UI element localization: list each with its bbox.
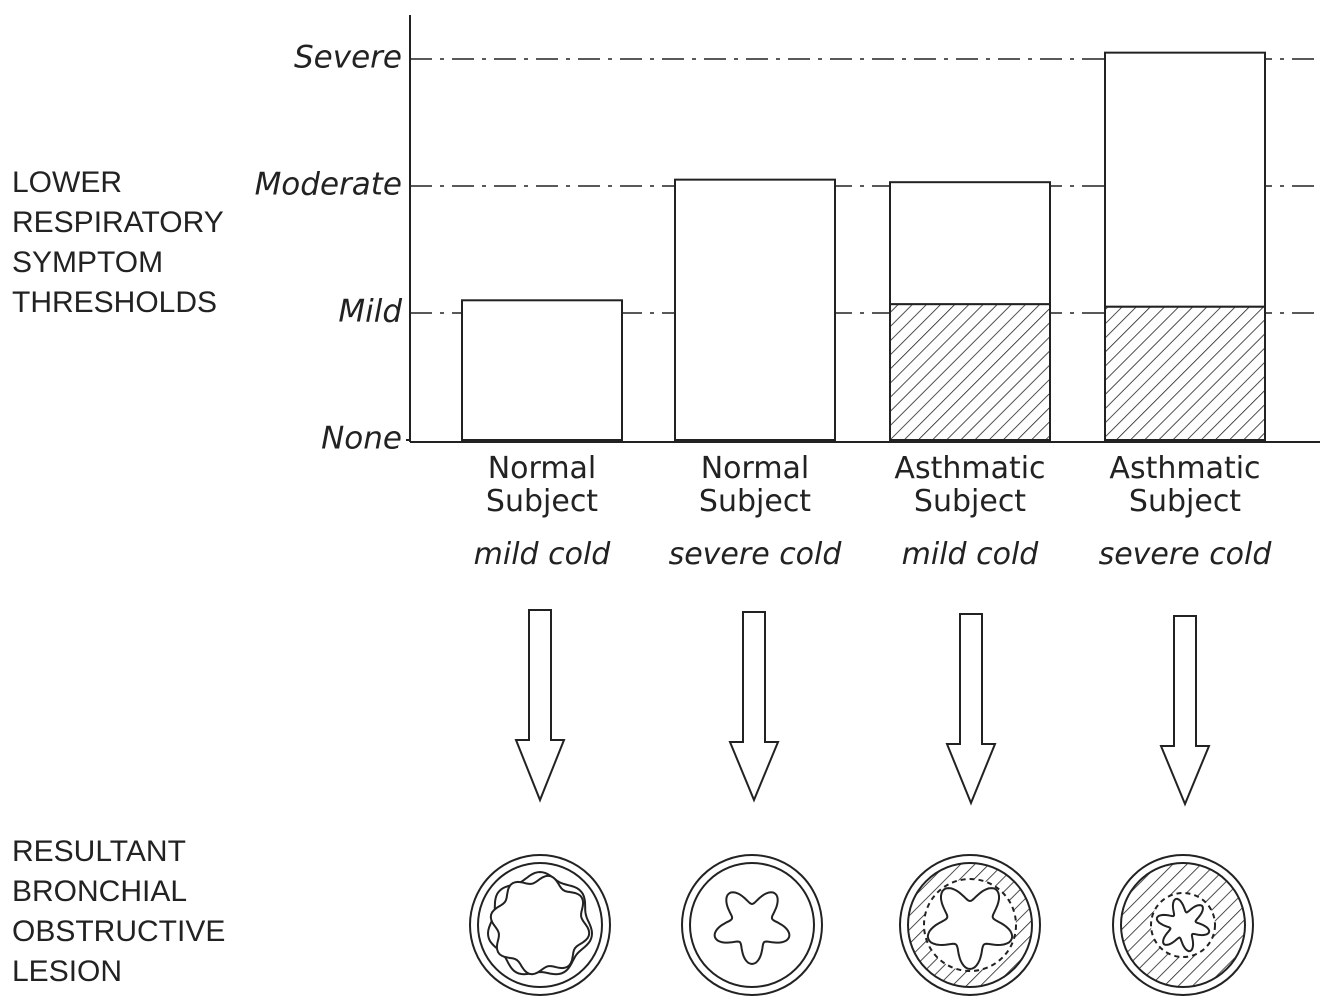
condition-label: severe cold [1098, 537, 1272, 572]
y-tick-label: Moderate [255, 167, 402, 203]
bar-segment [889, 181, 1051, 306]
condition-label: mild cold [473, 537, 611, 572]
lesion-airway [926, 887, 1014, 971]
lesion-outer [469, 854, 611, 996]
arrow [514, 609, 566, 803]
y-tick-label: Severe [294, 40, 402, 76]
lesion-airway [1155, 897, 1211, 953]
lesion-label: RESULTANT BRONCHIAL OBSTRUCTIVE LESION [12, 835, 226, 988]
bar-segment [1104, 51, 1266, 308]
condition-label: severe cold [668, 537, 842, 572]
lesion-airway [713, 891, 791, 966]
condition-label: mild cold [901, 537, 1039, 572]
bar-segment [674, 178, 836, 441]
y-tick-label: None [321, 421, 402, 457]
bar-segment [1104, 305, 1266, 441]
y-axis-label: LOWER RESPIRATORY SYMPTOM THRESHOLDS [12, 166, 224, 319]
x-tick-label: Normal Subject [698, 451, 812, 519]
bar-segment [889, 303, 1051, 441]
lesion-outer [1112, 854, 1254, 996]
arrows [514, 609, 1211, 807]
lesion-inner [689, 862, 815, 988]
arrow [945, 613, 997, 806]
x-tick-label: Asthmatic Subject [1109, 451, 1261, 519]
bar-segment [461, 299, 623, 441]
lesion-outer [681, 854, 823, 996]
lesion-outer [899, 854, 1041, 996]
arrow [728, 611, 780, 803]
x-tick-label: Asthmatic Subject [894, 451, 1046, 519]
lesion-inner [477, 862, 603, 988]
arrow [1159, 615, 1211, 807]
lesion-airway [489, 874, 591, 976]
x-tick-label: Normal Subject [485, 451, 599, 519]
lesion-mucosa [486, 870, 594, 976]
y-tick-label: Mild [338, 294, 402, 330]
lesions [469, 854, 1254, 996]
